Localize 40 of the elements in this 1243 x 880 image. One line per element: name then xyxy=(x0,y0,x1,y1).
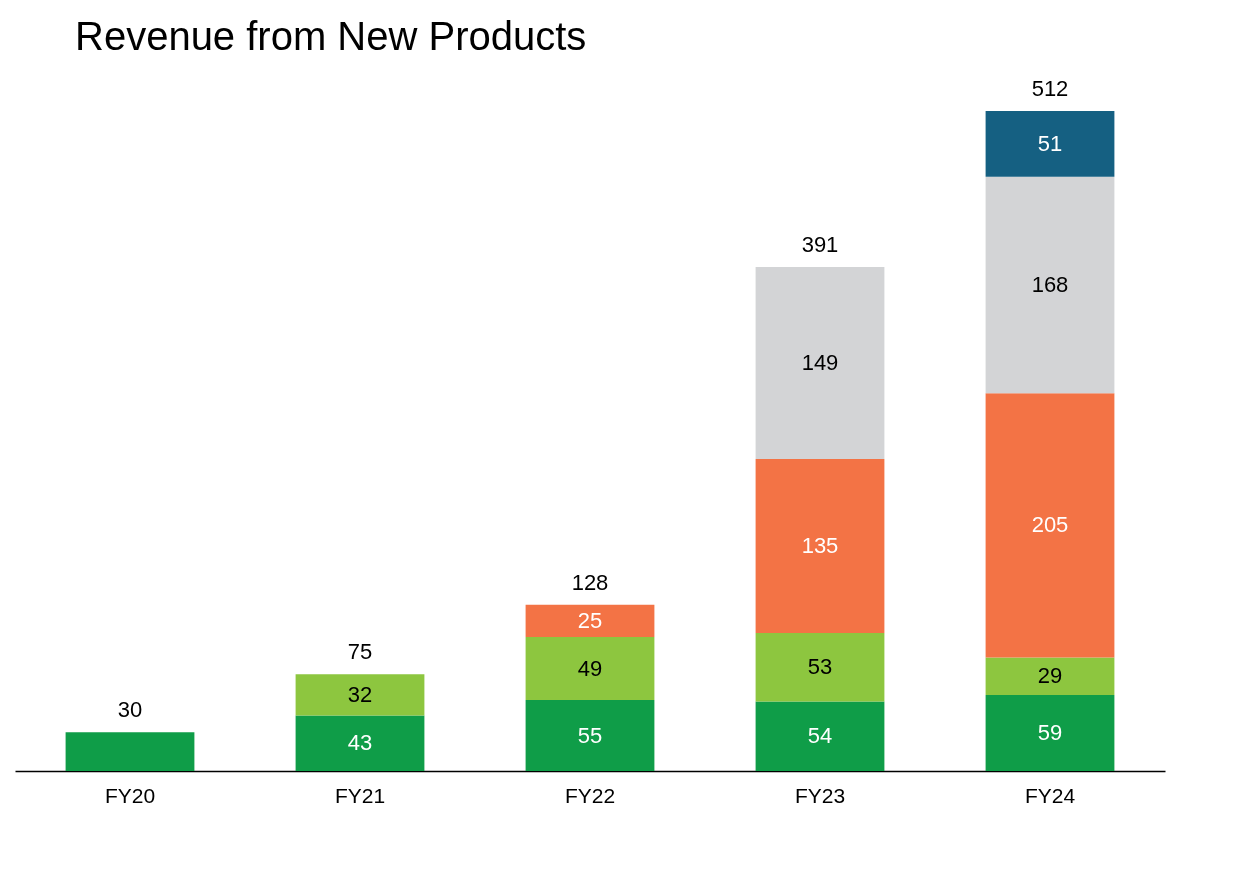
data-label: 205 xyxy=(1031,512,1069,538)
data-label: 32 xyxy=(347,681,373,707)
bar xyxy=(985,111,1115,177)
data-label: 59 xyxy=(1037,719,1063,745)
data-label: 53 xyxy=(807,654,833,680)
bar xyxy=(985,694,1115,771)
x-tick-label: FY21 xyxy=(334,783,386,807)
data-label: 51 xyxy=(1037,130,1063,156)
x-tick-label: FY20 xyxy=(104,783,156,807)
bar xyxy=(295,715,425,771)
bar xyxy=(985,657,1115,695)
bar xyxy=(985,393,1115,658)
x-tick-label: FY23 xyxy=(794,783,846,807)
bar xyxy=(525,700,655,771)
data-label: 43 xyxy=(347,730,373,756)
data-label: 49 xyxy=(577,655,603,681)
data-label: 29 xyxy=(1037,663,1063,689)
chart-title: Revenue from New Products xyxy=(75,14,587,58)
bar xyxy=(755,459,885,634)
data-label: 135 xyxy=(801,533,839,559)
x-tick-label: FY22 xyxy=(564,783,616,807)
bar xyxy=(755,266,885,460)
bar xyxy=(525,636,655,701)
total-label: 512 xyxy=(1031,76,1069,101)
bar xyxy=(65,732,195,771)
data-label: 168 xyxy=(1031,272,1069,298)
data-label: 149 xyxy=(801,350,839,376)
bar xyxy=(755,633,885,702)
total-label: 128 xyxy=(571,569,609,595)
total-label: 391 xyxy=(801,231,839,257)
bar xyxy=(525,604,655,637)
bar xyxy=(295,674,425,716)
total-label: 75 xyxy=(347,639,373,665)
data-label: 55 xyxy=(577,722,603,748)
bar xyxy=(985,176,1115,394)
bar xyxy=(755,701,885,771)
total-label: 30 xyxy=(117,697,143,723)
x-tick-label: FY24 xyxy=(1024,783,1076,807)
data-label: 25 xyxy=(577,607,603,633)
data-label: 54 xyxy=(807,723,833,749)
